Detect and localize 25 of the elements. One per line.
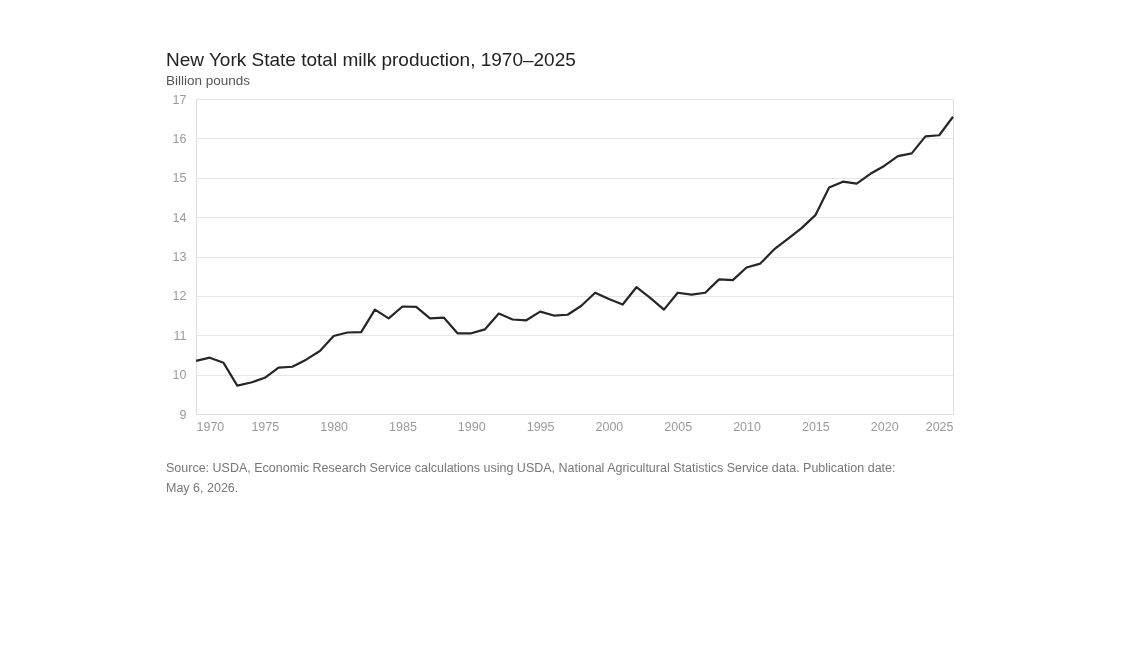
x-tick-label: 1970 — [196, 419, 225, 434]
x-tick-label: 1980 — [320, 419, 349, 434]
y-tick-label: 12 — [172, 289, 187, 304]
x-tick-label: 2015 — [801, 419, 830, 434]
x-tick-label: 2005 — [664, 419, 693, 434]
y-tick-label: 14 — [172, 210, 187, 225]
x-tick-label: 1975 — [251, 419, 280, 434]
x-tick-label: 1995 — [526, 419, 555, 434]
x-tick-label: 1990 — [457, 419, 486, 434]
source-note: Source: USDA, Economic Research Service calculations using USDA, National Agricultural Statistics Service data. Publication date: May 6, 2026. — [166, 461, 896, 495]
y-tick-label: 15 — [172, 171, 187, 186]
x-tick-label: 2025 — [925, 419, 954, 434]
y-tick-label: 16 — [172, 131, 187, 146]
chart-title: New York State total milk production, 1970–2025 — [166, 48, 576, 70]
x-tick-label: 1985 — [389, 419, 417, 434]
y-tick-label: 11 — [173, 328, 187, 343]
x-tick-label: 2000 — [595, 419, 624, 434]
y-tick-label: 17 — [172, 92, 187, 107]
x-tick-label: 2020 — [870, 419, 899, 434]
chart-subtitle: Billion pounds — [166, 72, 251, 88]
y-tick-label: 13 — [172, 250, 187, 264]
y-tick-label: 9 — [179, 407, 187, 422]
x-tick-label: 2010 — [733, 419, 761, 434]
line-series — [194, 115, 955, 387]
y-tick-label: 10 — [172, 368, 187, 383]
